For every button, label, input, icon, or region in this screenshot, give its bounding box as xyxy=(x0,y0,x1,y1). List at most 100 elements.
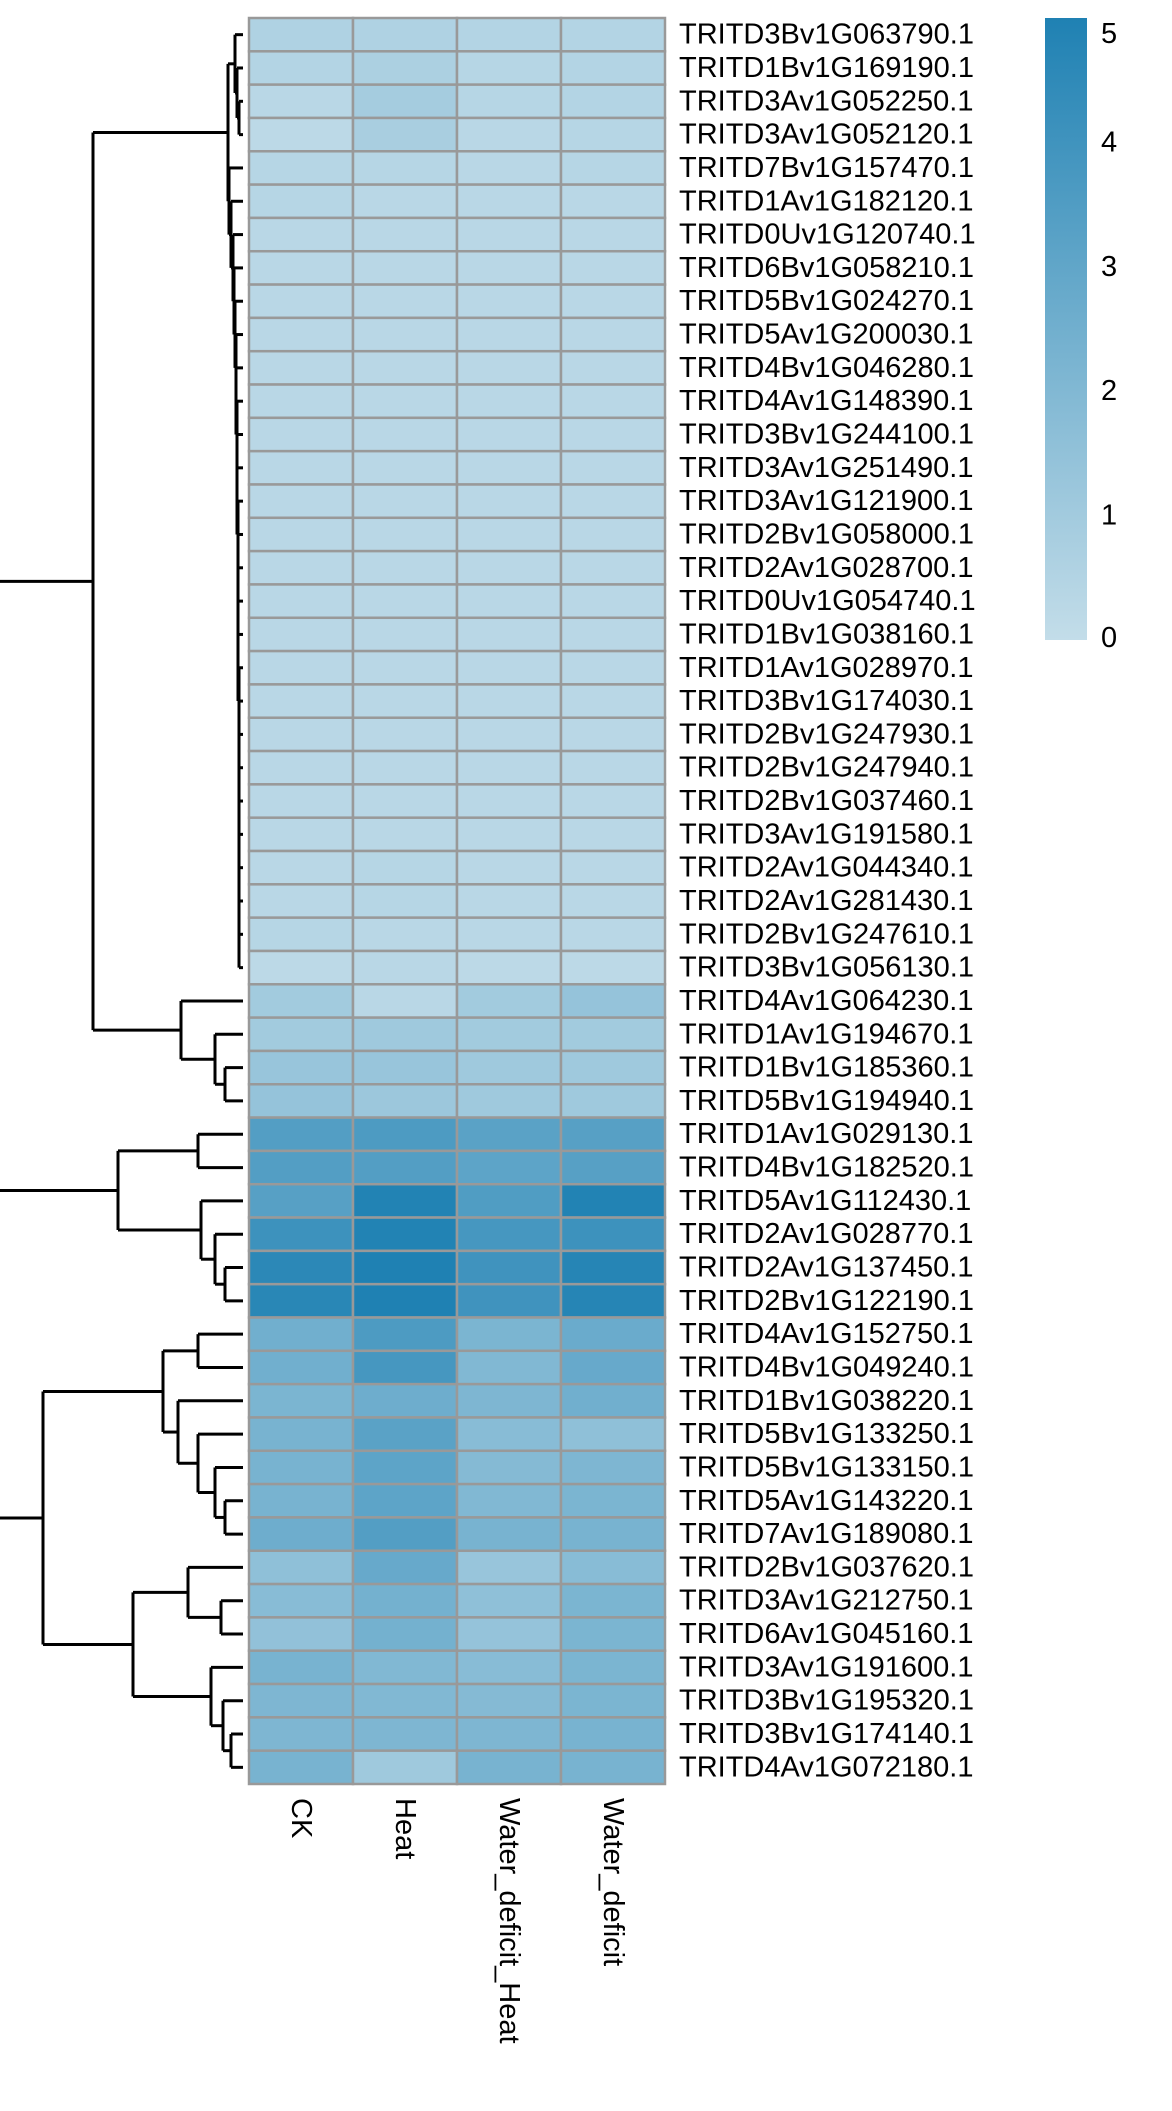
heatmap-cell xyxy=(247,316,355,353)
heatmap-cell xyxy=(455,1116,563,1153)
heatmap-cell xyxy=(351,849,459,886)
heatmap-cell xyxy=(559,83,667,120)
heatmap-cell xyxy=(351,283,459,320)
color-legend: 0 1 2 3 4 5 xyxy=(1045,18,1117,654)
heatmap-cell xyxy=(351,783,459,819)
heatmap-cell xyxy=(247,983,355,1019)
row-label: TRITD3Bv1G174030.1 xyxy=(679,685,974,717)
heatmap-cell xyxy=(247,683,355,719)
heatmap-cell xyxy=(455,716,563,753)
heatmap-cell xyxy=(455,649,563,686)
heatmap-cell xyxy=(559,1682,667,1719)
heatmap-cell xyxy=(559,1083,667,1119)
row-label: TRITD2Bv1G122190.1 xyxy=(679,1285,974,1317)
row-label: TRITD2Bv1G058000.1 xyxy=(679,518,974,550)
heatmap-cell xyxy=(559,1549,667,1586)
heatmap-cell xyxy=(351,1349,459,1386)
heatmap-cell xyxy=(455,1649,563,1686)
heatmap-cell xyxy=(559,816,667,853)
heatmap-cell xyxy=(351,1516,459,1553)
heatmap-cell xyxy=(455,150,563,186)
heatmap-cell xyxy=(559,1282,667,1319)
heatmap-cell xyxy=(559,483,667,520)
heatmap-cell xyxy=(247,816,355,853)
heatmap-cell xyxy=(351,916,459,953)
heatmap-cell xyxy=(559,649,667,686)
heatmap-cell xyxy=(455,883,563,919)
row-label: TRITD2Bv1G037620.1 xyxy=(679,1551,974,1583)
heatmap-cell xyxy=(351,1649,459,1686)
heatmap-cell xyxy=(559,1249,667,1286)
heatmap-cell xyxy=(351,50,459,86)
row-label: TRITD4Av1G152750.1 xyxy=(679,1318,973,1350)
heatmap-cell xyxy=(247,183,355,220)
heatmap-cell xyxy=(559,749,667,786)
heatmap-cell xyxy=(351,883,459,919)
heatmap-cell xyxy=(559,1516,667,1553)
heatmap-cell xyxy=(351,1083,459,1119)
row-label: TRITD3Av1G052250.1 xyxy=(679,85,973,117)
heatmap-cell xyxy=(559,1582,667,1619)
heatmap-cell xyxy=(455,1216,563,1253)
heatmap-cell xyxy=(247,283,355,320)
heatmap-cell xyxy=(455,1049,563,1086)
heatmap-cell xyxy=(247,1316,355,1353)
heatmap-cell xyxy=(455,50,563,86)
row-label: TRITD0Uv1G120740.1 xyxy=(679,219,976,251)
heatmap-cell xyxy=(351,1482,459,1519)
heatmap-cell xyxy=(351,1016,459,1053)
heatmap-cell xyxy=(351,16,459,53)
row-label: TRITD6Av1G045160.1 xyxy=(679,1618,973,1650)
heatmap-cell xyxy=(351,516,459,553)
heatmap-cell xyxy=(247,1416,355,1453)
heatmap-cell xyxy=(351,249,459,286)
heatmap-cell xyxy=(559,1116,667,1153)
heatmap-cell xyxy=(455,416,563,453)
heatmap-cell xyxy=(559,916,667,953)
row-label: TRITD4Av1G064230.1 xyxy=(679,985,973,1017)
heatmap-cell xyxy=(247,1149,355,1186)
row-labels: TRITD3Bv1G063790.1TRITD1Bv1G169190.1TRIT… xyxy=(679,19,976,1784)
heatmap-cell xyxy=(455,283,563,320)
heatmap-cell xyxy=(455,1249,563,1286)
heatmap-cell xyxy=(351,583,459,620)
heatmap-cell xyxy=(455,249,563,286)
row-label: TRITD3Av1G191600.1 xyxy=(679,1651,973,1683)
row-label: TRITD5Bv1G133250.1 xyxy=(679,1418,974,1450)
heatmap-cell xyxy=(455,1582,563,1619)
heatmap-cell xyxy=(455,549,563,586)
heatmap-cell xyxy=(559,183,667,220)
heatmap-cell xyxy=(351,1416,459,1453)
heatmap-cell xyxy=(559,1149,667,1186)
heatmap-cell xyxy=(455,1282,563,1319)
heatmap-cell xyxy=(247,1282,355,1319)
heatmap-cell xyxy=(559,150,667,186)
heatmap-cell xyxy=(559,16,667,53)
heatmap-cell xyxy=(455,816,563,853)
row-label: TRITD5Bv1G024270.1 xyxy=(679,285,974,317)
column-label: CK xyxy=(285,1798,317,1839)
heatmap-cell xyxy=(247,416,355,453)
legend-tick-label: 5 xyxy=(1101,18,1117,50)
heatmap-cell xyxy=(247,583,355,620)
heatmap-cell xyxy=(559,1016,667,1053)
heatmap-cell xyxy=(247,150,355,186)
row-label: TRITD6Bv1G058210.1 xyxy=(679,252,974,284)
heatmap-cell xyxy=(247,849,355,886)
row-label: TRITD0Uv1G054740.1 xyxy=(679,585,976,617)
heatmap-cell xyxy=(247,1616,355,1652)
row-label: TRITD5Av1G112430.1 xyxy=(679,1185,971,1217)
heatmap-cell xyxy=(247,1716,355,1752)
heatmap-cell xyxy=(247,483,355,520)
heatmap-cell xyxy=(559,1349,667,1386)
heatmap-cell xyxy=(351,449,459,486)
row-label: TRITD4Bv1G182520.1 xyxy=(679,1152,974,1184)
heatmap-cell xyxy=(455,1449,563,1486)
row-label: TRITD1Bv1G038160.1 xyxy=(679,618,974,650)
heatmap-cell xyxy=(559,949,667,986)
row-label: TRITD5Bv1G133150.1 xyxy=(679,1451,974,1483)
heatmap-cell xyxy=(351,1149,459,1186)
heatmap-cell xyxy=(559,549,667,586)
heatmap-cell xyxy=(247,516,355,553)
row-label: TRITD1Bv1G038220.1 xyxy=(679,1385,974,1417)
